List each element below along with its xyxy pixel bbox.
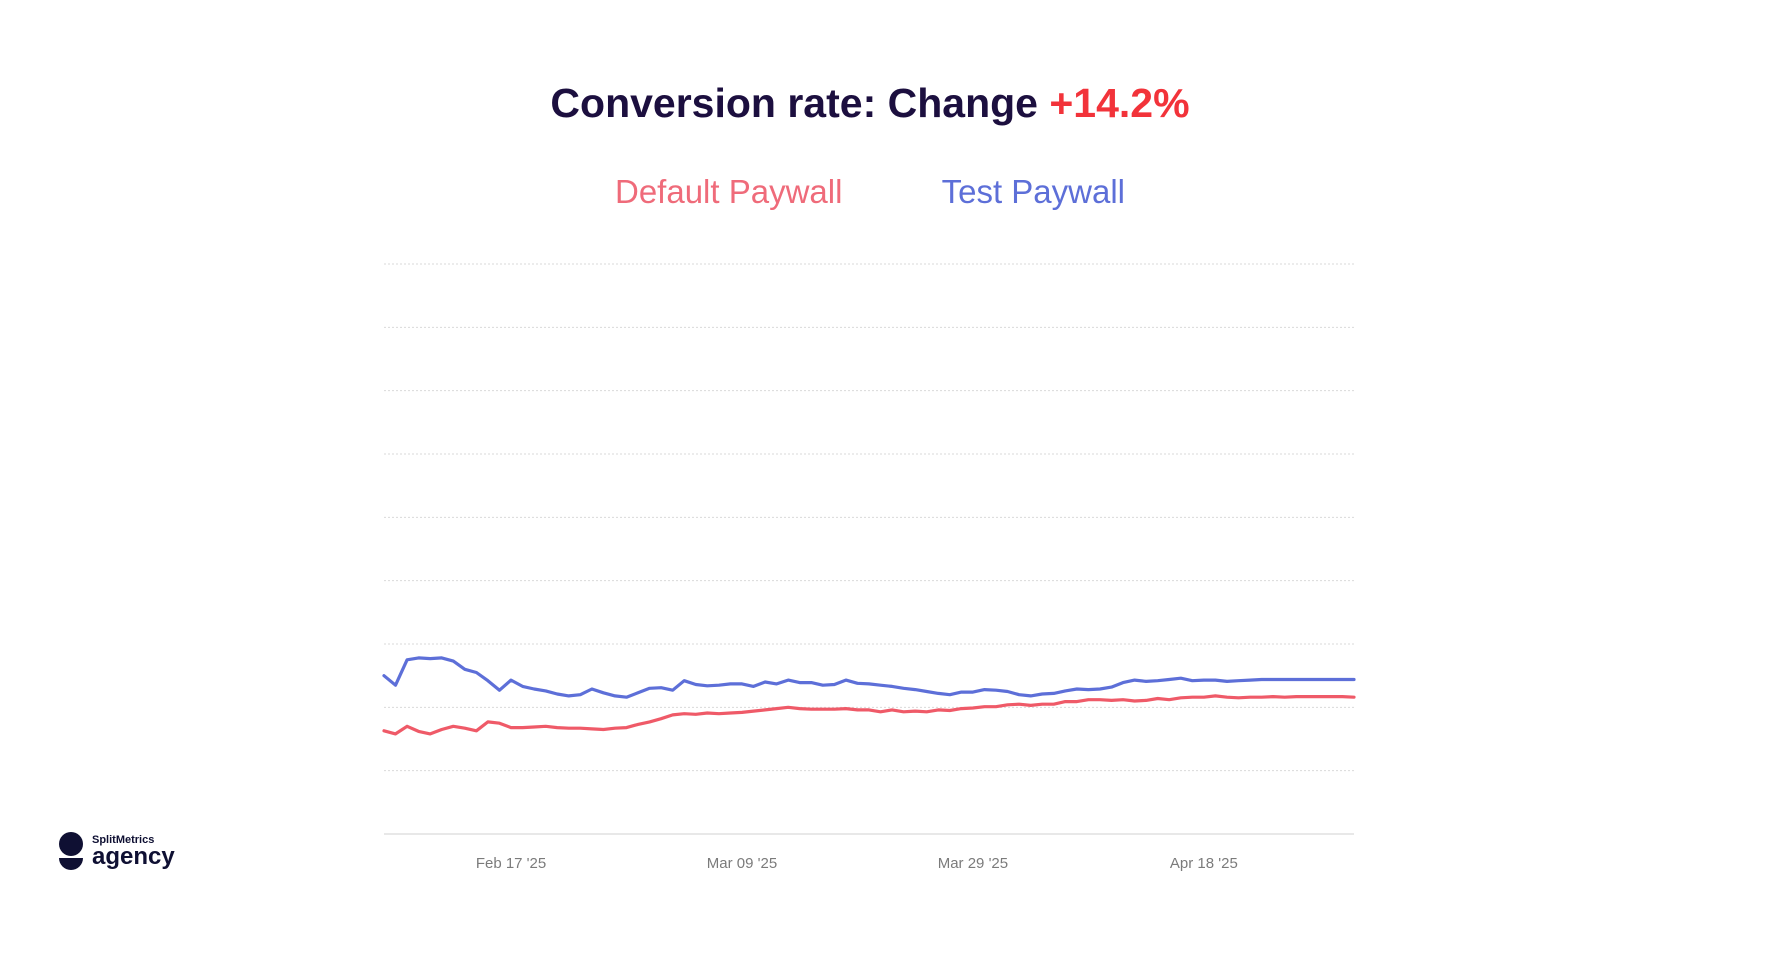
logo-brand-big: agency (92, 843, 175, 870)
series-lines (382, 656, 1356, 736)
x-tick-label: Feb 17 '25 (476, 855, 546, 872)
x-tick-label: Mar 29 '25 (938, 855, 1008, 872)
x-tick-label: Mar 09 '25 (707, 855, 777, 872)
legend-default-paywall: Default Paywall (614, 173, 843, 210)
logo-wordmark: SplitMetrics agency (92, 835, 175, 869)
test-paywall-line (382, 656, 1356, 699)
legend-test-paywall: Test Paywall (941, 173, 1126, 210)
brand-mark-icon (58, 832, 84, 872)
grid-lines (384, 263, 1354, 835)
x-tick-label: Apr 18 '25 (1170, 855, 1238, 872)
chart-legend: Default Paywall Test Paywall (0, 173, 1740, 211)
x-axis-ticks: Feb 17 '25 Mar 09 '25 Mar 29 '25 Apr 18 '25 (476, 855, 1238, 872)
splitmetrics-agency-logo: SplitMetrics agency (58, 832, 175, 872)
chart-title: Conversion rate: Change +14.2% (0, 80, 1740, 127)
logo-brand-small: SplitMetrics (92, 834, 155, 846)
default-paywall-line (382, 694, 1356, 736)
title-prefix: Conversion rate: Change (550, 80, 1050, 126)
change-value: +14.2% (1049, 80, 1190, 126)
